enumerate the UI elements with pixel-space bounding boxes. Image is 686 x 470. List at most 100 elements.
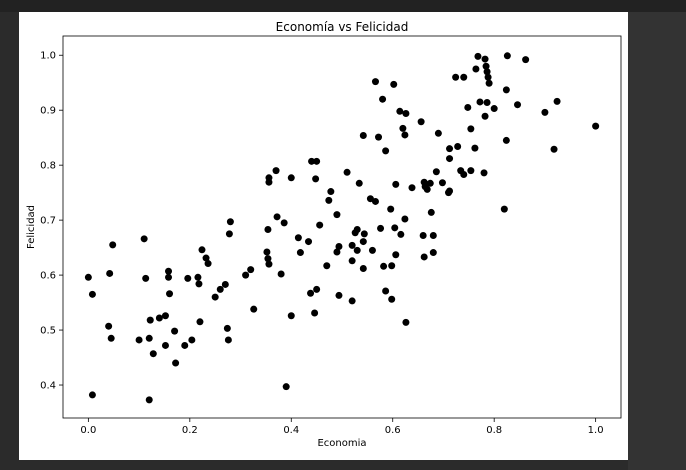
data-point (432, 168, 440, 176)
data-point (419, 232, 427, 240)
data-point (204, 260, 212, 268)
x-tick-label: 0.2 (182, 425, 198, 436)
data-point (146, 316, 154, 324)
data-point (149, 350, 157, 358)
data-point (391, 224, 399, 232)
data-point (343, 168, 351, 176)
data-point (388, 295, 396, 303)
data-point (335, 243, 343, 251)
data-point (396, 107, 404, 115)
data-point (311, 309, 319, 317)
data-point (460, 73, 468, 81)
data-point (198, 246, 206, 254)
x-tick-label: 0.8 (486, 425, 502, 436)
data-point (446, 187, 454, 195)
data-point (194, 273, 202, 281)
data-point (313, 157, 321, 165)
data-point (355, 179, 363, 187)
data-point (265, 174, 273, 182)
data-point (368, 246, 376, 254)
y-axis-ticks: 0.4 0.5 0.6 0.7 0.8 0.9 1.0 (40, 51, 63, 392)
data-point (296, 249, 304, 257)
x-tick-label: 0.0 (80, 425, 96, 436)
data-point (464, 103, 472, 111)
x-tick-label: 0.4 (283, 425, 299, 436)
data-point (502, 136, 510, 144)
figure-canvas: Economía vs Felicidad 0.0 0.2 0.4 0.6 0.8 1.0… (19, 12, 628, 460)
data-point (397, 230, 405, 238)
data-point (325, 196, 333, 204)
data-point (145, 396, 153, 404)
y-tick-label: 0.5 (40, 326, 56, 337)
data-point (485, 79, 493, 87)
data-point (305, 238, 313, 246)
data-point (454, 142, 462, 150)
data-point (280, 219, 288, 227)
plot-area-frame (62, 35, 622, 419)
data-point (348, 257, 356, 265)
data-point (333, 211, 341, 219)
data-point (282, 383, 290, 391)
data-point (399, 124, 407, 132)
data-point (490, 105, 498, 113)
data-point (348, 297, 356, 305)
data-point (250, 305, 258, 313)
data-point (359, 265, 367, 272)
data-point (263, 248, 271, 256)
data-point (380, 262, 388, 270)
data-point (161, 341, 169, 349)
data-point (142, 274, 150, 282)
data-point (360, 230, 368, 238)
data-point (294, 234, 302, 242)
data-point (592, 122, 600, 130)
data-point (522, 56, 530, 64)
data-point (392, 180, 400, 188)
data-point (483, 68, 491, 76)
data-point (188, 336, 196, 344)
y-tick-label: 0.9 (40, 106, 56, 117)
data-point (265, 260, 273, 268)
data-point (375, 133, 383, 141)
window-top-strip (0, 0, 686, 12)
data-point (480, 169, 488, 177)
data-point (287, 174, 295, 182)
data-point (273, 213, 281, 221)
data-point (401, 215, 409, 223)
data-point (135, 336, 143, 344)
data-point (181, 341, 189, 349)
data-point (476, 98, 484, 106)
chart-title: Economía vs Felicidad (276, 20, 409, 34)
data-point (434, 129, 442, 137)
x-tick-label: 0.6 (385, 425, 401, 436)
data-point (211, 293, 219, 301)
data-point (333, 248, 341, 256)
y-tick-label: 0.8 (40, 161, 56, 172)
data-point (323, 262, 331, 270)
data-point (313, 285, 321, 293)
data-point (316, 221, 324, 229)
data-point (195, 280, 203, 288)
data-point (165, 267, 173, 275)
data-point (109, 241, 117, 249)
data-point (388, 262, 396, 270)
data-point (387, 205, 395, 213)
scatter-chart: Economía vs Felicidad 0.0 0.2 0.4 0.6 0.8 1.0… (26, 20, 622, 449)
data-point (471, 144, 479, 152)
data-point (481, 112, 489, 120)
data-point (88, 391, 96, 399)
data-point (359, 131, 367, 139)
data-point (84, 273, 92, 281)
x-axis-label: Economia (317, 438, 366, 449)
data-point (221, 280, 229, 288)
data-point (277, 270, 285, 278)
data-point (184, 274, 192, 282)
data-point (353, 246, 361, 254)
data-point (460, 171, 468, 179)
data-point (307, 289, 315, 297)
x-axis-ticks: 0.0 0.2 0.4 0.6 0.8 1.0 (80, 418, 604, 436)
data-point (467, 167, 475, 175)
data-point (423, 185, 431, 193)
y-tick-label: 0.4 (40, 381, 56, 392)
data-point (481, 55, 489, 63)
data-point (216, 285, 224, 293)
